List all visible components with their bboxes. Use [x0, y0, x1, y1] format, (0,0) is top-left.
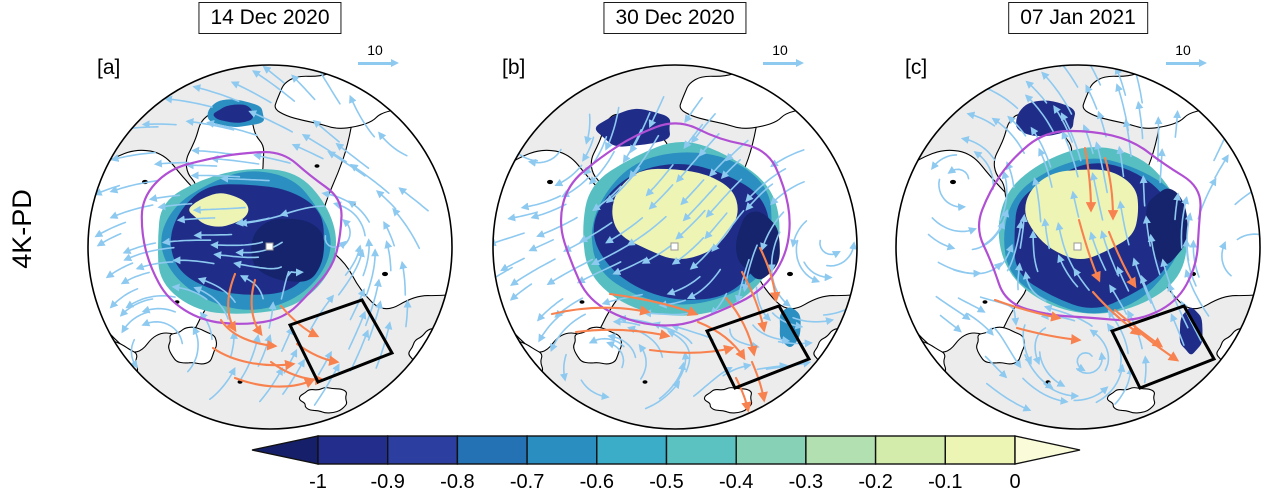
colorbar-segment [526, 435, 598, 465]
wind-reference: 10 [1155, 42, 1211, 66]
colorbar-segment [874, 435, 946, 465]
colorbar-segment [944, 435, 1016, 465]
colorbar-tick-label: -0.9 [370, 471, 404, 493]
colorbar-tick-label: -0.6 [580, 471, 614, 493]
wind-reference-value: 10 [1175, 42, 1191, 58]
panel-title: 14 Dec 2020 [198, 2, 342, 35]
colorbar-segment [386, 435, 459, 465]
pole-marker [1073, 242, 1082, 251]
map-disc-outline [87, 64, 453, 430]
wind-reference: 10 [347, 42, 403, 66]
map-canvas-a [87, 64, 453, 430]
panel-title: 07 Jan 2021 [1008, 2, 1148, 35]
colorbar-tick-label: -0.3 [789, 471, 823, 493]
colorbar-tick-label: -0.4 [719, 471, 753, 493]
colorbar-segment [665, 435, 737, 465]
wind-reference: 10 [752, 42, 808, 66]
pole-marker [670, 242, 679, 251]
panel-letter: [c] [905, 56, 928, 79]
map-disc-outline [492, 64, 858, 430]
wind-streamlines [93, 65, 429, 406]
analysis-region-box [1109, 304, 1217, 390]
anomalous-wind-arrows [550, 246, 781, 413]
colorbar-tick-label: -0.1 [928, 471, 962, 493]
colorbar-tick-label: -0.2 [858, 471, 892, 493]
analysis-region-box [287, 298, 395, 384]
colorbar-tick-label: -0.8 [440, 471, 474, 493]
map-panel-b: 30 Dec 2020 [b] 10 [490, 0, 860, 434]
colorbar-over-arrow [1014, 435, 1081, 465]
map-canvas-c [895, 64, 1261, 430]
colorbar-under-arrow [251, 435, 319, 465]
sea-ice-edge-contour [559, 122, 791, 327]
colorbar-tick-label: 0 [1009, 471, 1020, 493]
panel-title: 30 Dec 2020 [603, 2, 747, 35]
colorbar-segment [456, 435, 528, 465]
colorbar: -1 -0.9 -0.8 -0.7 -0.6 -0.5 -0.4 -0.3 -0.2 -0.1 0 [251, 435, 1081, 493]
colorbar-segment [317, 435, 389, 465]
sea-ice-edge-contour [140, 150, 343, 325]
anomalous-wind-arrows [993, 146, 1180, 362]
colorbar-tick-label: -1 [309, 471, 327, 493]
wind-reference-arrow-icon [1166, 59, 1207, 66]
map-panel-c: 07 Jan 2021 [c] 10 [893, 0, 1263, 434]
wind-reference-arrow-icon [358, 59, 399, 66]
colorbar-segment [596, 435, 668, 465]
colorbar-tick-label: -0.7 [510, 471, 544, 493]
wind-reference-value: 10 [367, 42, 383, 58]
colorbar-segment [735, 435, 807, 465]
pole-marker [265, 242, 274, 251]
analysis-region-box [704, 304, 812, 390]
row-label: 4K-PD [7, 189, 37, 269]
map-disc-outline [895, 64, 1261, 430]
colorbar-segment [805, 435, 877, 465]
colorbar-tick-label: -0.5 [649, 471, 683, 493]
wind-reference-arrow-icon [763, 59, 804, 66]
map-canvas-b [492, 64, 858, 430]
panel-letter: [a] [97, 56, 121, 79]
map-panel-a: 14 Dec 2020 [a] 10 [85, 0, 455, 434]
wind-reference-value: 10 [772, 42, 788, 58]
panel-letter: [b] [502, 56, 526, 79]
